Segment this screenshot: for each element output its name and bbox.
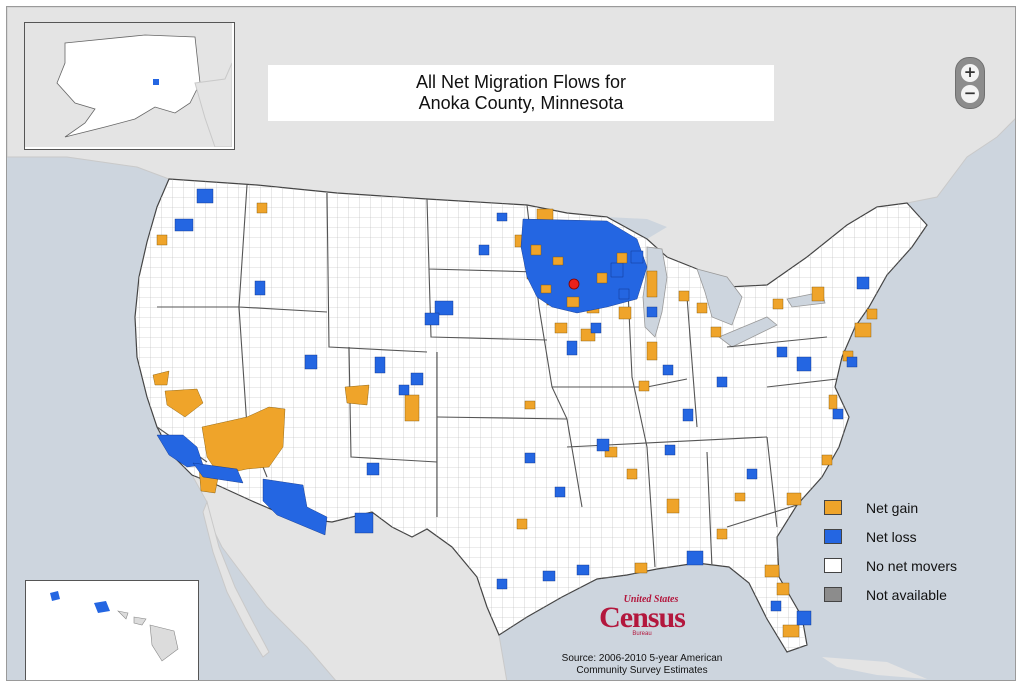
- legend-label: Not available: [866, 586, 947, 603]
- net-gain-swatch: [824, 500, 842, 515]
- zoom-in-button[interactable]: +: [961, 64, 979, 82]
- logo-top-text: United States: [623, 594, 679, 605]
- net-loss-counties: [156, 188, 870, 626]
- legend-label: Net loss: [866, 528, 917, 545]
- census-bureau-logo: United States Census Bureau: [592, 595, 692, 638]
- lake-erie: [718, 316, 778, 348]
- map-title-box: All Net Migration Flows for Anoka County…: [268, 65, 774, 121]
- cuba-landmass: [822, 657, 927, 679]
- legend-item-net-gain: Net gain: [824, 493, 1014, 522]
- baja-peninsula: [202, 500, 270, 658]
- net-loss-swatch: [824, 529, 842, 544]
- minnesota-gain-patches: [530, 244, 628, 308]
- zoom-out-button[interactable]: −: [961, 85, 979, 103]
- alaska-inset: [24, 22, 235, 150]
- zoom-control: + −: [955, 57, 985, 109]
- lake-huron: [696, 268, 743, 326]
- source-note: Source: 2006-2010 5-year American Commun…: [537, 653, 747, 677]
- hawaii-inset: [25, 580, 199, 680]
- legend-item-not-available: Not available: [824, 580, 1014, 609]
- no-net-movers-swatch: [824, 558, 842, 573]
- legend-label: No net movers: [866, 557, 958, 574]
- map-title-line2: Anoka County, Minnesota: [418, 93, 624, 113]
- logo-main-text: Census: [599, 601, 686, 634]
- legend-item-no-net-movers: No net movers: [824, 551, 1014, 580]
- logo-bottom-text: Bureau: [632, 631, 652, 637]
- legend-item-net-loss: Net loss: [824, 522, 1014, 551]
- source-line2: Community Survey Estimates: [576, 665, 708, 676]
- map-title-line1: All Net Migration Flows for: [415, 72, 627, 92]
- source-line1: Source: 2006-2010 5-year American: [561, 653, 723, 664]
- not-available-swatch: [824, 587, 842, 602]
- map-frame[interactable]: All Net Migration Flows for Anoka County…: [6, 6, 1016, 681]
- legend-label: Net gain: [866, 499, 919, 516]
- map-legend: Net gain Net loss No net movers Not avai…: [824, 493, 1014, 609]
- origin-county-marker: [568, 278, 580, 290]
